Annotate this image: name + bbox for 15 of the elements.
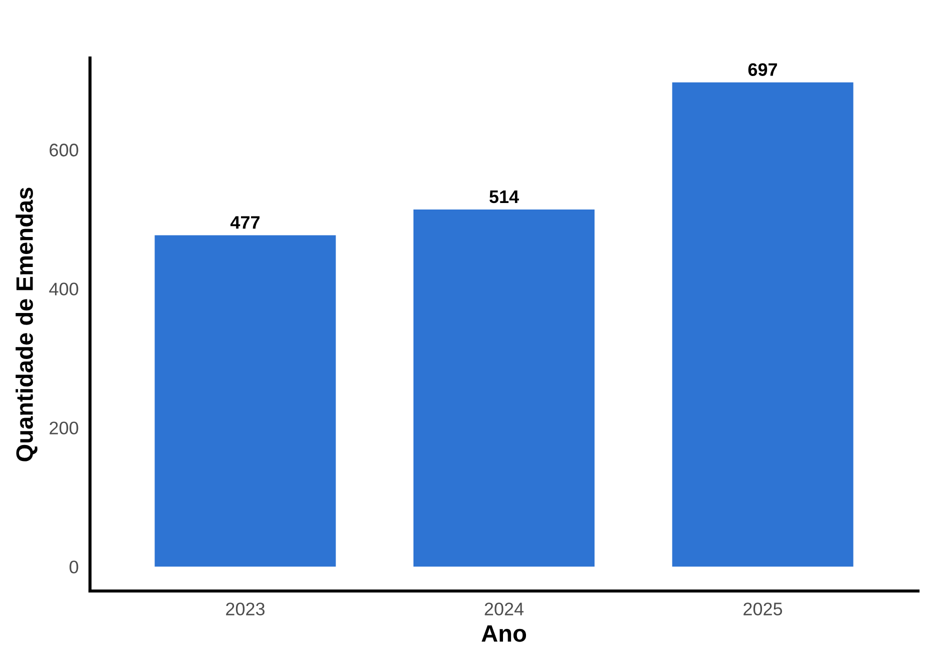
x-axis-title: Ano — [482, 625, 526, 642]
x-tick-label: 2023 — [226, 602, 265, 616]
bar — [154, 235, 336, 567]
y-tick-label: 600 — [50, 144, 78, 156]
y-axis-title: Quantidade de Emendas — [16, 188, 38, 462]
x-tick-label: 2025 — [744, 602, 782, 616]
bar — [672, 82, 854, 567]
y-tick-label: 0 — [70, 560, 78, 574]
data-label: 477 — [230, 216, 260, 229]
data-label: 514 — [489, 190, 519, 204]
x-tick-label: 2024 — [484, 602, 524, 616]
y-tick-label: 200 — [50, 422, 78, 434]
bar — [413, 209, 595, 567]
y-tick-label: 400 — [49, 282, 78, 296]
data-label: 697 — [748, 63, 778, 76]
